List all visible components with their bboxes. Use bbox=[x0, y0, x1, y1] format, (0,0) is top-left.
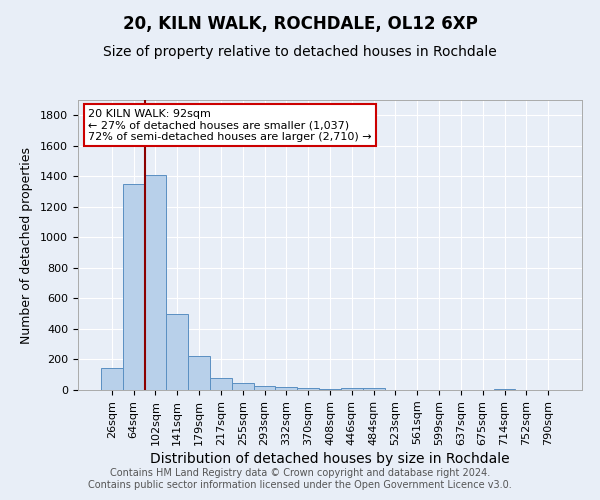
Bar bbox=[145, 175, 166, 390]
Text: Size of property relative to detached houses in Rochdale: Size of property relative to detached ho… bbox=[103, 45, 497, 59]
Text: Contains HM Land Registry data © Crown copyright and database right 2024.
Contai: Contains HM Land Registry data © Crown c… bbox=[88, 468, 512, 490]
Text: 20, KILN WALK, ROCHDALE, OL12 6XP: 20, KILN WALK, ROCHDALE, OL12 6XP bbox=[122, 15, 478, 33]
Bar bbox=[188, 356, 210, 390]
X-axis label: Distribution of detached houses by size in Rochdale: Distribution of detached houses by size … bbox=[150, 452, 510, 466]
Y-axis label: Number of detached properties: Number of detached properties bbox=[20, 146, 33, 344]
Bar bbox=[210, 378, 232, 390]
Bar bbox=[123, 184, 145, 390]
Bar bbox=[101, 368, 123, 390]
Bar bbox=[297, 388, 319, 390]
Text: 20 KILN WALK: 92sqm
← 27% of detached houses are smaller (1,037)
72% of semi-det: 20 KILN WALK: 92sqm ← 27% of detached ho… bbox=[88, 108, 372, 142]
Bar bbox=[254, 386, 275, 390]
Bar bbox=[166, 314, 188, 390]
Bar bbox=[232, 382, 254, 390]
Bar bbox=[275, 388, 297, 390]
Bar bbox=[363, 388, 385, 390]
Bar bbox=[319, 389, 341, 390]
Bar bbox=[494, 389, 515, 390]
Bar bbox=[341, 388, 363, 390]
